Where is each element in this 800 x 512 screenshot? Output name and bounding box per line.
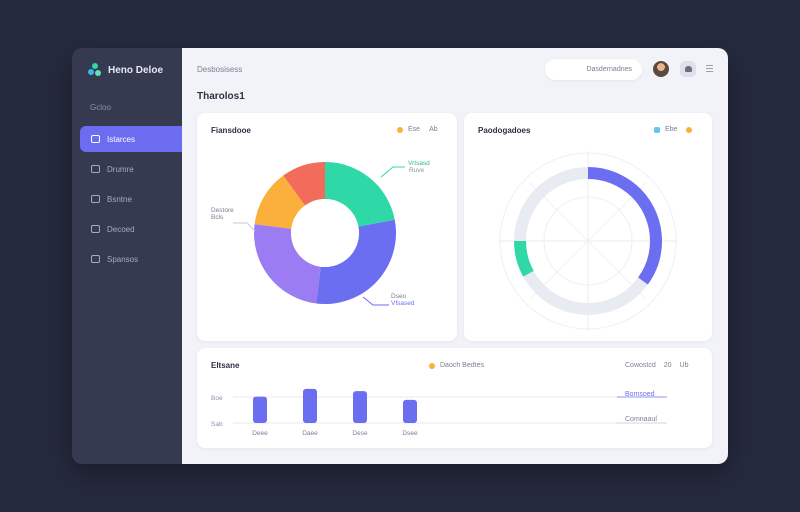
y-tick-label: Boe xyxy=(211,395,223,402)
sidebar-item-label: Decoed xyxy=(107,224,135,234)
annotation-line: Ruve xyxy=(409,167,425,174)
reference-label: Bomsoed xyxy=(625,391,655,398)
legend-label: 20 xyxy=(663,362,672,369)
annotation-leader-line xyxy=(233,222,256,232)
sidebar-item-label: Drumre xyxy=(107,164,134,174)
radial-arc-secondary xyxy=(514,167,662,315)
bar-2 xyxy=(303,388,317,423)
inbox-icon xyxy=(91,165,100,173)
brand[interactable]: Heno Deloe xyxy=(88,63,163,77)
grid-icon xyxy=(91,225,100,233)
sidebar-item-4[interactable]: Decoed xyxy=(80,216,182,242)
grid-line xyxy=(529,182,647,300)
x-tick-label: Dsee xyxy=(402,430,418,437)
annotation-leader-line xyxy=(362,296,389,306)
legend-swatch xyxy=(686,126,693,133)
sidebar-item-label: Bsntne xyxy=(107,194,132,204)
x-tick-label: Dese xyxy=(352,430,368,437)
sidebar-item-1[interactable]: Istarces xyxy=(80,126,182,152)
sidebar-item-2[interactable]: Drumre xyxy=(80,156,182,182)
y-tick-label: Sab xyxy=(211,421,223,428)
search-input[interactable]: Dasdernadnes xyxy=(545,59,642,80)
search-placeholder: Dasdernadnes xyxy=(586,66,632,73)
app-window: Heno Deloe Gcloo Istarces Drumre Bsntne … xyxy=(72,48,728,464)
x-tick-label: Deee xyxy=(252,430,268,437)
breadcrumb[interactable]: Desbosisess xyxy=(197,65,243,74)
card-title: Fiansdooe xyxy=(211,126,252,135)
card-title: Eltsane xyxy=(211,361,240,370)
legend-swatch xyxy=(429,362,435,369)
sidebar-item-label: Istarces xyxy=(107,134,136,144)
radial-chart xyxy=(498,151,678,331)
chart-legend: Ese Ab xyxy=(397,126,438,133)
donut-segment-3 xyxy=(254,224,321,304)
legend-label: Ub xyxy=(679,362,689,369)
donut-chart xyxy=(233,162,405,306)
sidebar-item-3[interactable]: Bsntne xyxy=(80,186,182,212)
donut-segment-2 xyxy=(316,219,396,304)
notification-button[interactable] xyxy=(680,61,696,77)
page-title: Tharolos1 xyxy=(197,91,245,102)
document-icon xyxy=(91,195,100,203)
donut-hole xyxy=(291,199,359,267)
radial-arc-primary xyxy=(514,167,662,315)
annotation-line: Destore xyxy=(211,207,234,214)
legend-label: Cowostcd xyxy=(625,362,656,369)
radial-chart-card: Paodogadoes Ebe xyxy=(464,113,712,341)
donut-segment-5 xyxy=(283,162,325,206)
chart-annotation: Vrtsasd Ruve xyxy=(408,160,430,174)
legend-label: Ese xyxy=(408,126,421,133)
card-title: Paodogadoes xyxy=(478,126,531,135)
nav-section-label: Gcloo xyxy=(90,103,111,112)
donut-segment-1 xyxy=(325,162,395,227)
legend-swatch xyxy=(654,126,660,133)
donut-chart-card: Fiansdooe Ese Ab Vrtsasd Ruve Destore Bc… xyxy=(197,113,457,341)
book-icon xyxy=(91,255,100,263)
chart-annotation: Dseo Vfsased xyxy=(391,293,415,307)
chart-legend: Daoch Bedtes xyxy=(429,362,484,369)
bar-chart: Boe Sab Deee Daee Dese Dsee xyxy=(211,388,667,437)
x-tick-label: Daee xyxy=(302,430,318,437)
bar-1 xyxy=(253,396,267,423)
bar-chart-card: Eltsane Daoch Bedtes Cowostcd 20 Ub Boms… xyxy=(197,348,712,448)
grid-ring-1 xyxy=(499,152,677,330)
donut-segment-4 xyxy=(254,175,306,229)
annotation-line: Bcls xyxy=(211,214,224,221)
sidebar-nav: Istarces Drumre Bsntne Decoed Spansos xyxy=(80,126,182,276)
bar-3 xyxy=(353,391,367,423)
chart-legend: Ebe xyxy=(654,126,693,133)
brand-logo-icon xyxy=(88,63,102,77)
menu-icon[interactable] xyxy=(706,65,713,72)
sidebar-item-label: Spansos xyxy=(107,254,139,264)
bar-4 xyxy=(403,399,417,423)
chart-annotation: Destore Bcls xyxy=(211,207,234,221)
legend-label: Ebe xyxy=(665,126,678,133)
legend-label: Ab xyxy=(429,126,438,133)
annotation-line: Vfsased xyxy=(391,300,415,307)
grid-ring-2 xyxy=(543,196,633,286)
reference-label: Comnaaul xyxy=(625,416,657,423)
annotation-leader-line xyxy=(380,166,405,178)
avatar[interactable] xyxy=(653,61,669,77)
brand-name: Heno Deloe xyxy=(108,64,164,76)
annotation-line: Vrtsasd xyxy=(408,160,430,167)
sidebar-item-5[interactable]: Spansos xyxy=(80,246,182,272)
chart-legend-right: Cowostcd 20 Ub xyxy=(625,362,688,369)
annotation-line: Dseo xyxy=(391,293,407,300)
folder-icon xyxy=(91,135,100,143)
legend-label: Daoch Bedtes xyxy=(440,362,484,369)
bell-icon xyxy=(684,66,692,72)
legend-swatch xyxy=(397,126,403,133)
sidebar: Heno Deloe Gcloo Istarces Drumre Bsntne … xyxy=(72,48,182,464)
main-content: Desbosisess Dasdernadnes Tharolos1 Fians… xyxy=(182,48,728,464)
